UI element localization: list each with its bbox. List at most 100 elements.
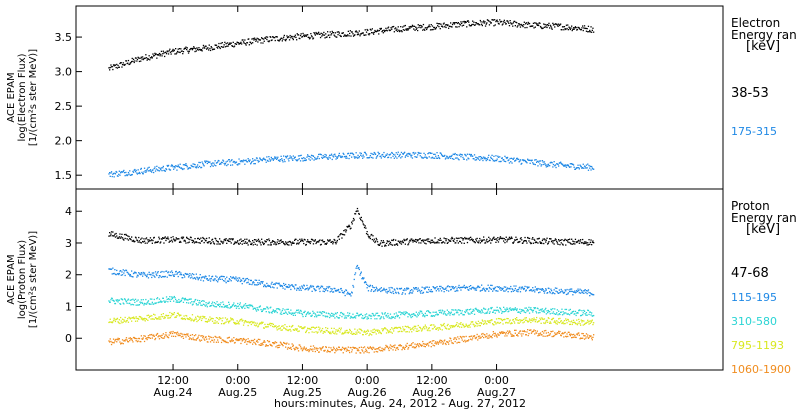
data-point bbox=[367, 284, 369, 287]
data-point bbox=[307, 349, 309, 351]
data-point bbox=[578, 239, 580, 241]
data-point bbox=[297, 159, 299, 161]
data-point bbox=[230, 238, 232, 240]
data-point bbox=[196, 276, 198, 278]
data-point bbox=[123, 172, 126, 174]
data-point bbox=[470, 24, 472, 27]
data-point bbox=[525, 290, 527, 292]
data-point bbox=[415, 26, 417, 28]
data-point bbox=[440, 312, 443, 314]
data-point bbox=[283, 242, 285, 244]
data-point bbox=[365, 348, 367, 350]
data-point bbox=[269, 160, 271, 162]
data-point bbox=[524, 27, 526, 29]
data-point bbox=[179, 314, 181, 316]
data-point bbox=[521, 286, 524, 288]
data-point bbox=[418, 289, 421, 291]
data-point bbox=[530, 309, 533, 311]
data-point bbox=[568, 26, 570, 28]
data-point bbox=[357, 348, 359, 350]
data-point bbox=[385, 242, 388, 244]
data-point bbox=[163, 169, 165, 172]
data-point bbox=[470, 288, 472, 290]
data-point bbox=[226, 45, 228, 47]
data-point bbox=[283, 312, 285, 314]
data-point bbox=[540, 165, 542, 167]
data-point bbox=[325, 346, 327, 349]
data-point bbox=[397, 331, 399, 333]
data-point bbox=[333, 287, 335, 290]
data-point bbox=[414, 327, 416, 329]
data-point bbox=[433, 287, 436, 289]
data-point bbox=[332, 332, 335, 334]
data-point bbox=[539, 22, 541, 24]
data-point bbox=[149, 240, 151, 242]
y-tick-label: 3.0 bbox=[55, 66, 73, 79]
data-point bbox=[256, 307, 258, 309]
data-point bbox=[302, 327, 304, 329]
data-point bbox=[402, 313, 404, 315]
data-point bbox=[207, 160, 209, 163]
data-point bbox=[418, 329, 420, 332]
data-point bbox=[425, 156, 427, 158]
data-point bbox=[481, 310, 483, 312]
data-point bbox=[426, 28, 428, 31]
data-point bbox=[138, 236, 140, 239]
data-point bbox=[297, 287, 300, 290]
data-point bbox=[523, 24, 525, 26]
data-point bbox=[233, 321, 235, 324]
data-point bbox=[289, 155, 291, 157]
data-point bbox=[365, 313, 368, 315]
data-point bbox=[496, 19, 498, 21]
data-point bbox=[116, 67, 119, 69]
data-point bbox=[201, 317, 203, 320]
data-point bbox=[375, 350, 377, 353]
data-point bbox=[212, 304, 214, 306]
data-point bbox=[422, 29, 424, 31]
data-point bbox=[378, 244, 381, 246]
data-point bbox=[217, 322, 219, 324]
data-point bbox=[115, 274, 117, 276]
data-point bbox=[182, 318, 185, 320]
data-point bbox=[235, 161, 238, 163]
data-point bbox=[187, 299, 189, 301]
data-point bbox=[450, 311, 452, 313]
data-point bbox=[288, 325, 291, 327]
data-point bbox=[487, 240, 489, 243]
data-point bbox=[498, 311, 500, 313]
data-point bbox=[381, 328, 383, 330]
data-point bbox=[313, 32, 315, 34]
data-point bbox=[220, 323, 223, 325]
data-point bbox=[173, 49, 175, 51]
data-point bbox=[319, 327, 321, 329]
data-point bbox=[243, 304, 245, 306]
data-point bbox=[239, 339, 241, 341]
data-point bbox=[208, 49, 210, 51]
data-point bbox=[561, 322, 564, 324]
data-point bbox=[427, 26, 429, 28]
data-point bbox=[386, 316, 388, 318]
data-point bbox=[336, 333, 338, 335]
data-point bbox=[480, 289, 482, 292]
data-point bbox=[326, 351, 328, 353]
data-point bbox=[306, 349, 308, 352]
data-point bbox=[113, 317, 115, 319]
data-point bbox=[355, 267, 357, 269]
data-point bbox=[351, 351, 353, 353]
data-point bbox=[244, 43, 247, 45]
data-point bbox=[175, 335, 177, 338]
data-point bbox=[132, 336, 135, 339]
data-point bbox=[483, 287, 485, 289]
data-point bbox=[560, 320, 562, 322]
data-point bbox=[437, 288, 439, 290]
data-point bbox=[538, 320, 540, 322]
data-point bbox=[154, 52, 156, 54]
data-point bbox=[276, 329, 278, 331]
data-point bbox=[157, 271, 159, 273]
data-point bbox=[453, 22, 455, 24]
data-point bbox=[584, 322, 586, 325]
data-point bbox=[187, 52, 190, 54]
data-point bbox=[240, 238, 242, 240]
data-point bbox=[134, 60, 136, 62]
data-point bbox=[489, 238, 491, 240]
